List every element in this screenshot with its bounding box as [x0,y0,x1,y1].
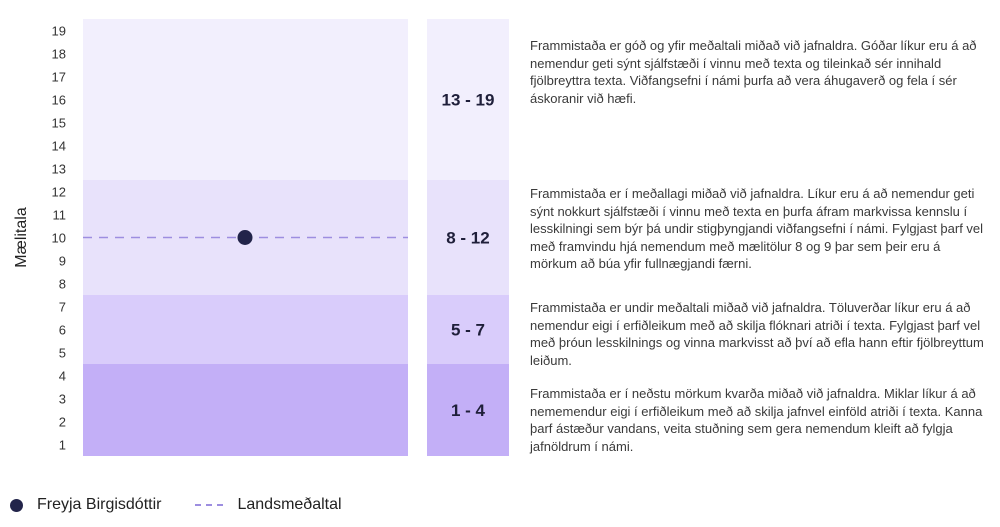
band-label-box-1 [427,180,509,295]
legend-average-marker [195,504,224,506]
band-label-2: 5 - 7 [451,321,485,340]
band-description-0: Frammistaða er góð og yfir meðaltali mið… [530,38,977,106]
y-tick-label: 17 [52,70,66,85]
student-point [237,230,253,245]
y-tick-label: 10 [52,231,66,246]
y-tick-label: 13 [52,162,66,177]
legend-average-label: Landsmeðaltal [237,496,342,513]
band-3 [83,364,408,456]
y-tick-label: 15 [52,116,66,131]
band-label-box-2 [427,295,509,364]
band-2 [83,295,408,364]
band-label-1: 8 - 12 [446,229,489,248]
y-tick-label: 14 [52,139,66,154]
y-tick-label: 3 [59,392,66,407]
band-0 [83,19,408,180]
band-label-box-0 [427,19,509,180]
band-label-box-3 [427,364,509,456]
band-label-0: 13 - 19 [442,91,495,110]
y-axis-label: Mælitala [13,207,30,268]
y-tick-label: 12 [52,185,66,200]
band-description-2: Frammistaða er undir meðaltali miðað við… [530,300,984,368]
y-tick-label: 5 [59,346,66,361]
band-description-3: Frammistaða er í neðstu mörkum kvarða mi… [530,386,983,454]
y-tick-label: 6 [59,323,66,338]
y-tick-label: 11 [53,208,67,223]
y-tick-label: 19 [52,24,66,39]
legend: Freyja Birgisdóttir Landsmeðaltal [10,494,342,516]
y-tick-label: 7 [59,300,66,315]
y-tick-label: 1 [59,438,66,453]
y-tick-label: 4 [59,369,66,384]
y-tick-label: 2 [59,415,66,430]
y-tick-label: 16 [52,93,66,108]
band-label-3: 1 - 4 [451,401,486,420]
y-tick-label: 9 [59,254,66,269]
y-tick-label: 8 [59,277,66,292]
band-description-1: Frammistaða er í meðallagi miðað við jaf… [530,186,984,271]
y-tick-label: 18 [52,47,66,62]
legend-student-marker [10,498,23,512]
legend-student-label: Freyja Birgisdóttir [37,496,162,513]
